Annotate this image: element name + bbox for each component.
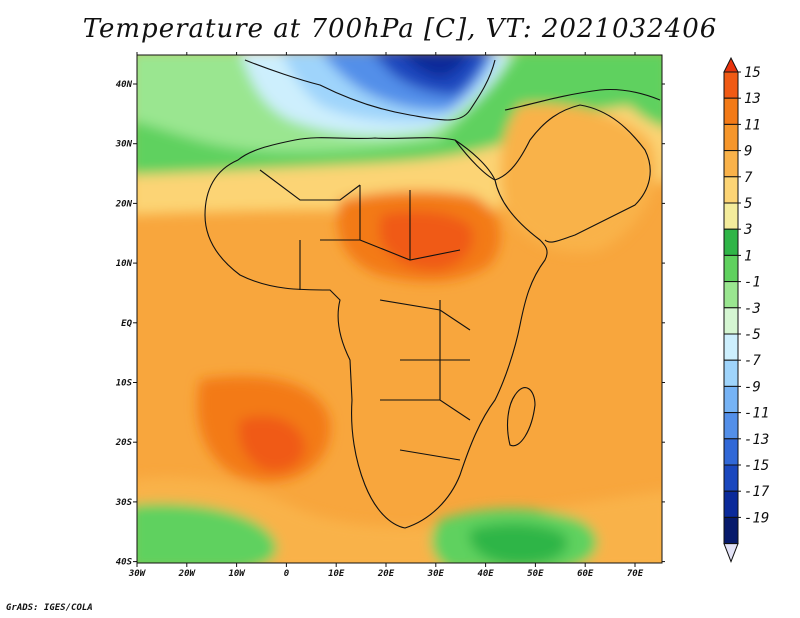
colorbar-label: -7 [744, 353, 761, 369]
lon-label: 20W [178, 569, 197, 579]
colorbar-label: 1 [744, 248, 752, 264]
colorbar-swatch [723, 464, 739, 492]
lon-label: 60E [577, 569, 594, 579]
lon-label: 10E [328, 569, 345, 579]
latitude-axis: 40N 30N 20N 10N EQ 10S 20S 30S 40S [115, 80, 665, 568]
colorbar-label: 11 [744, 117, 761, 133]
lon-label: 0 [284, 569, 290, 579]
lat-label: EQ [121, 319, 132, 329]
coastlines [204, 59, 661, 529]
lat-label: 40N [116, 80, 133, 90]
lon-label: 40E [477, 569, 494, 579]
colorbar-top-arrow [723, 56, 739, 73]
colorbar-swatch [723, 516, 739, 545]
colorbar-label: -3 [744, 301, 761, 317]
lon-label: 10W [228, 569, 246, 579]
colorbar-swatch [723, 228, 739, 256]
colorbar-swatch [723, 176, 739, 204]
colorbar-swatch [723, 97, 739, 125]
temperature-field [137, 55, 662, 563]
colorbar-swatch [723, 412, 739, 440]
colorbar-label: -1 [744, 275, 761, 291]
colorbar-swatch [723, 150, 739, 178]
colorbar-label: 9 [744, 144, 752, 160]
colorbar-label: 15 [744, 65, 761, 81]
colorbar-label: -11 [744, 406, 769, 422]
colorbar-label: -5 [744, 327, 761, 343]
colorbar-swatch [723, 333, 739, 361]
colorbar-label: -17 [744, 484, 770, 500]
lat-label: 40S [116, 558, 133, 568]
lon-label: 20E [377, 569, 395, 579]
lat-label: 20N [115, 199, 133, 209]
colorbar-label: 13 [744, 91, 761, 107]
colorbar-swatch [723, 71, 739, 99]
colorbar-swatch [723, 359, 739, 387]
colorbar-swatch [723, 438, 739, 466]
lon-label: 70E [627, 569, 644, 579]
colorbar-label: -19 [744, 510, 769, 526]
grads-credit: GrADS: IGES/COLA [6, 603, 93, 613]
colorbar-swatch [723, 123, 739, 152]
lat-label: 30S [115, 498, 133, 508]
colorbar-swatch [723, 254, 739, 283]
colorbar-swatch [723, 385, 739, 414]
colorbar-swatch [723, 307, 739, 335]
colorbar-swatch [723, 281, 739, 309]
lat-label: 10S [116, 379, 133, 389]
lon-label: 50E [527, 569, 544, 579]
colorbar-label: -13 [744, 432, 769, 448]
longitude-axis: 30W 20W 10W 0 10E 20E 30E 40E 50E 60E 70E [128, 52, 644, 579]
map-frame [136, 54, 663, 564]
colorbar-label: -9 [744, 379, 761, 395]
colorbar-label: 5 [744, 196, 752, 212]
colorbar: 15 13 11 9 7 5 3 1 -1 -3 -5 -7 -9 -11 -13 -15 -17 -19 [723, 56, 770, 563]
lat-label: 20S [115, 438, 133, 448]
lon-label: 30W [128, 569, 147, 579]
colorbar-swatch [723, 202, 739, 230]
colorbar-bottom-arrow [723, 543, 739, 563]
map-title: Temperature at 700hPa [C], VT: 202103240… [82, 14, 718, 44]
lat-label: 10N [116, 259, 133, 269]
colorbar-label: 3 [743, 222, 752, 238]
lon-label: 30E [427, 569, 445, 579]
colorbar-label: 7 [744, 170, 753, 186]
lat-label: 30N [115, 140, 133, 150]
colorbar-swatch [723, 490, 739, 518]
colorbar-label: -15 [744, 458, 769, 474]
